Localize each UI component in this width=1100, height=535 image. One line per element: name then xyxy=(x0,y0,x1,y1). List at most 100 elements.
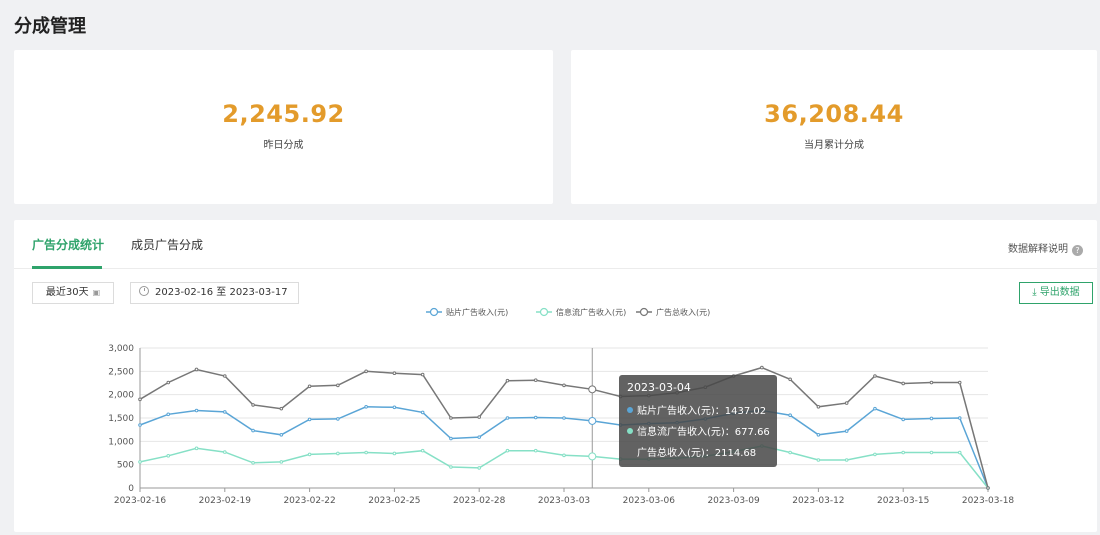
data-point xyxy=(477,415,482,419)
legend-marker-icon xyxy=(539,307,549,317)
data-point xyxy=(449,436,453,441)
export-data-label: 导出数据 xyxy=(1039,287,1080,298)
x-tick-label: 2023-03-03 xyxy=(538,496,590,506)
data-point xyxy=(251,403,255,407)
data-point xyxy=(788,450,792,455)
x-tick-label: 2023-02-22 xyxy=(283,496,335,506)
data-point xyxy=(364,369,368,374)
data-point xyxy=(336,383,340,388)
data-point xyxy=(223,374,227,378)
range-select-label: 最近30天 xyxy=(45,287,89,298)
export-data-button[interactable]: ⤓ 导出数据 xyxy=(1019,282,1093,304)
data-point xyxy=(449,465,453,469)
data-point xyxy=(844,429,849,433)
series-dot-icon xyxy=(627,407,633,413)
y-tick-label: 1,000 xyxy=(108,437,134,447)
x-tick-label: 2023-03-15 xyxy=(877,496,929,506)
data-point xyxy=(588,452,597,461)
data-point xyxy=(788,377,792,382)
tooltip-row-feed: 信息流广告收入(元)：677.66 xyxy=(627,423,770,438)
data-point xyxy=(420,372,425,377)
range-select-button[interactable]: 最近30天 ▣ xyxy=(32,282,114,304)
data-point xyxy=(505,416,510,420)
x-tick-label: 2023-02-16 xyxy=(114,496,167,506)
tooltip-row-total-text: 广告总收入(元)：2114.68 xyxy=(637,448,757,459)
clock-icon xyxy=(139,286,149,296)
data-explanation-label: 数据解释说明 xyxy=(1008,244,1068,255)
legend-label: 广告总收入(元) xyxy=(656,307,710,317)
data-point xyxy=(588,385,597,394)
series-dot-icon xyxy=(627,428,633,434)
data-point xyxy=(138,397,142,402)
data-point xyxy=(336,451,340,456)
page-title: 分成管理 xyxy=(14,16,86,37)
data-point xyxy=(562,383,566,388)
data-point xyxy=(251,428,255,433)
month-total-share-value: 36,208.44 xyxy=(764,100,904,128)
data-point xyxy=(505,448,510,453)
data-point xyxy=(533,448,538,453)
data-point xyxy=(533,415,538,420)
x-tick-label: 2023-02-19 xyxy=(199,496,252,506)
date-range-picker[interactable]: 2023-02-16 至 2023-03-17 xyxy=(130,282,299,304)
data-point xyxy=(392,371,397,375)
data-point xyxy=(957,416,962,420)
data-point xyxy=(307,452,312,457)
data-point xyxy=(420,410,425,415)
data-point xyxy=(307,384,312,389)
x-tick-label: 2023-02-25 xyxy=(368,496,420,506)
tooltip-title: 2023-03-04 xyxy=(627,381,691,394)
x-tick-label: 2023-03-09 xyxy=(707,496,760,506)
tooltip-row-feed-text: 信息流广告收入(元)：677.66 xyxy=(637,427,770,438)
data-point xyxy=(279,406,284,411)
data-point xyxy=(166,380,171,385)
data-point xyxy=(788,413,792,417)
data-point xyxy=(816,433,821,437)
tooltip-row-patch-text: 贴片广告收入(元)：1437.02 xyxy=(637,406,767,417)
legend-marker-icon xyxy=(429,307,439,317)
data-point xyxy=(477,466,482,470)
data-point xyxy=(251,461,255,465)
data-point xyxy=(364,450,368,455)
data-point xyxy=(392,451,397,456)
legend-label: 信息流广告收入(元) xyxy=(556,307,626,317)
data-point xyxy=(194,408,199,413)
x-tick-label: 2023-03-06 xyxy=(623,496,676,506)
y-tick-label: 0 xyxy=(128,484,134,494)
y-tick-label: 2,500 xyxy=(108,367,134,377)
data-point xyxy=(901,381,906,386)
x-tick-label: 2023-03-18 xyxy=(962,496,1015,506)
data-point xyxy=(873,406,877,411)
data-point xyxy=(477,435,482,439)
tab-bar: 广告分成统计 成员广告分成 数据解释说明? xyxy=(14,220,1097,269)
data-point xyxy=(166,412,171,417)
download-icon: ⤓ xyxy=(1032,287,1037,298)
data-point xyxy=(279,433,284,437)
data-point xyxy=(166,454,171,458)
x-tick-label: 2023-03-12 xyxy=(792,496,844,506)
data-point xyxy=(533,378,538,382)
data-point xyxy=(505,378,510,383)
series-line-1 xyxy=(139,445,989,489)
yesterday-share-label: 昨日分成 xyxy=(263,140,304,151)
data-point xyxy=(138,460,142,464)
data-point xyxy=(562,453,566,458)
data-point xyxy=(194,367,199,372)
tab-ad-share-stats[interactable]: 广告分成统计 xyxy=(32,238,105,252)
question-icon: ? xyxy=(1072,245,1083,256)
data-point xyxy=(223,410,227,414)
data-point xyxy=(336,417,340,421)
tooltip-row-patch: 贴片广告收入(元)：1437.02 xyxy=(627,402,769,417)
tab-member-ad-share[interactable]: 成员广告分成 xyxy=(131,238,204,252)
legend-label: 贴片广告收入(元) xyxy=(446,307,508,317)
calendar-icon: ▣ xyxy=(92,288,101,297)
data-point xyxy=(420,448,425,453)
data-point xyxy=(929,450,934,455)
y-tick-label: 3,000 xyxy=(108,344,134,354)
data-point xyxy=(138,423,142,427)
data-explanation-link[interactable]: 数据解释说明? xyxy=(1008,240,1083,256)
data-point xyxy=(901,417,906,422)
active-tab-indicator xyxy=(32,266,102,269)
data-point xyxy=(449,416,453,420)
data-point xyxy=(194,446,199,451)
